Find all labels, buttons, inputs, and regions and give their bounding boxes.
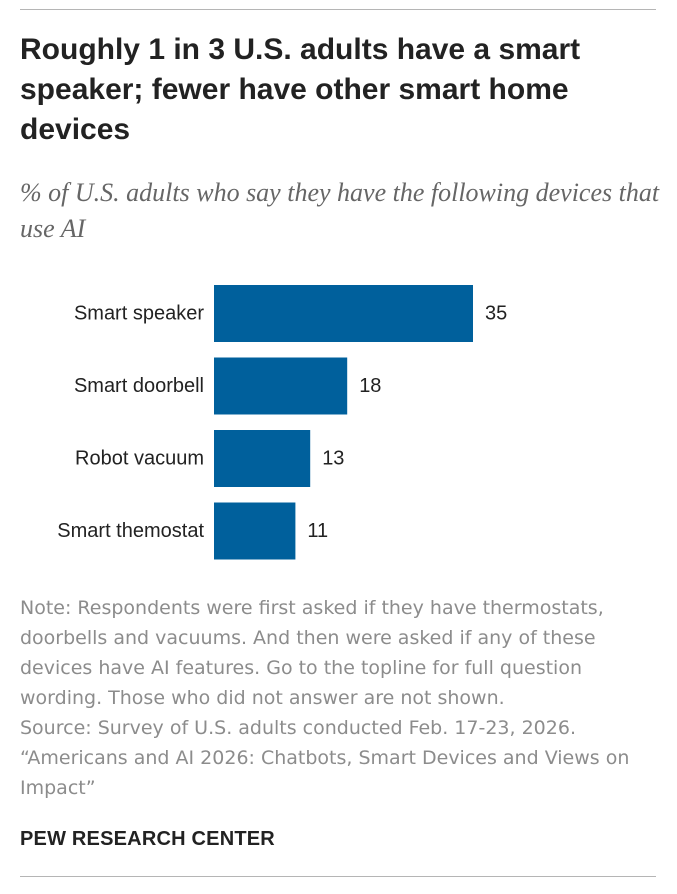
bar-smart-speaker [214, 285, 473, 342]
pew-research-center-logo: PEW RESEARCH CENTER [20, 828, 275, 850]
value-label-smart-themostat: 11 [307, 520, 328, 542]
value-label-smart-speaker: 35 [485, 303, 507, 325]
bar-smart-themostat [214, 502, 296, 560]
category-label-robot-vacuum: Robot vacuum [75, 448, 204, 470]
value-label-smart-doorbell: 18 [359, 375, 381, 397]
top-rule [20, 9, 656, 10]
bar-smart-doorbell [214, 357, 348, 415]
bar-robot-vacuum [214, 430, 311, 487]
note-text: Note: Respondents were first asked if th… [20, 597, 604, 709]
chart-source: Source: Survey of U.S. adults conducted … [20, 713, 670, 803]
category-label-smart-speaker: Smart speaker [74, 303, 204, 325]
source-line-2: “Americans and AI 2026: Chatbots, Smart … [20, 747, 630, 799]
chart-title: Roughly 1 in 3 U.S. adults have a smart … [20, 33, 581, 146]
category-label-smart-themostat: Smart themostat [57, 520, 204, 542]
chart-subtitle: % of U.S. adults who say they have the f… [20, 178, 660, 243]
category-label-smart-doorbell: Smart doorbell [74, 375, 204, 397]
bottom-rule [20, 876, 656, 877]
value-label-robot-vacuum: 13 [322, 448, 344, 470]
source-line-1: Source: Survey of U.S. adults conducted … [20, 717, 576, 739]
chart-note: Note: Respondents were first asked if th… [20, 593, 670, 713]
bar-chart: Smart speaker 35 Smart doorbell 18 Robot vac… [57, 285, 507, 560]
